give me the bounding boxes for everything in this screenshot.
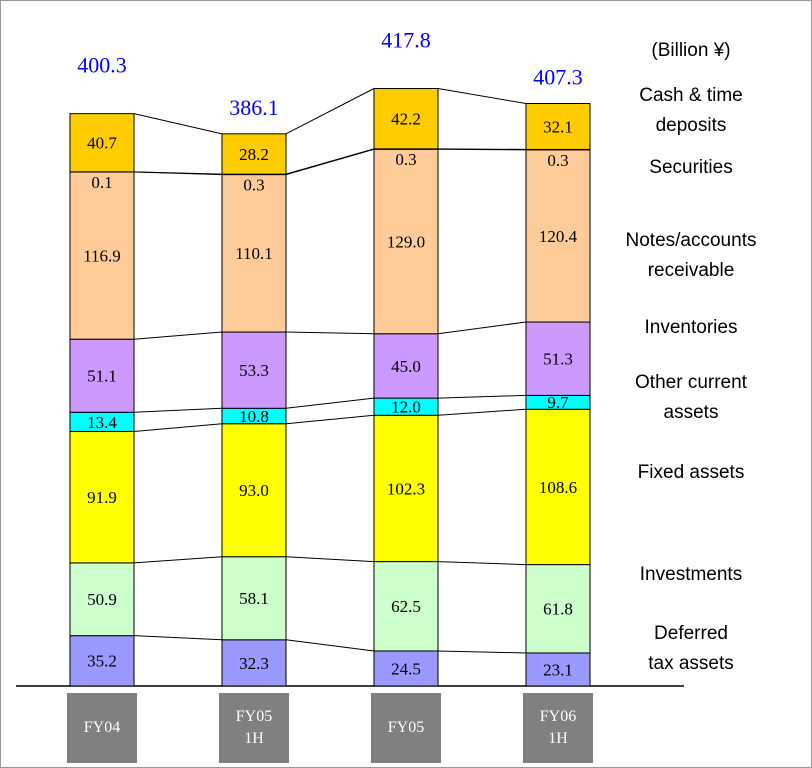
connector bbox=[133, 423, 223, 432]
legend-label: Investments bbox=[639, 564, 743, 585]
total-label: 417.8 bbox=[381, 28, 431, 53]
bar-segment bbox=[525, 408, 591, 566]
connector bbox=[285, 148, 375, 175]
bar-segment bbox=[69, 113, 135, 173]
value-label: 0.3 bbox=[547, 151, 568, 170]
value-label: 91.9 bbox=[87, 488, 117, 507]
value-label: 45.0 bbox=[391, 357, 421, 376]
bar-segment bbox=[525, 149, 591, 323]
value-label: 24.5 bbox=[391, 659, 421, 678]
category-label: FY05 1H bbox=[219, 693, 289, 763]
connector bbox=[437, 650, 527, 654]
bar-segment bbox=[69, 338, 135, 413]
bar-segment bbox=[221, 174, 287, 333]
connector bbox=[437, 321, 527, 335]
value-label: 129.0 bbox=[387, 232, 425, 251]
category-label: FY05 bbox=[371, 693, 441, 763]
legend-label: Other current assets bbox=[635, 372, 747, 423]
bar-segment bbox=[373, 561, 439, 652]
value-label: 50.9 bbox=[87, 590, 117, 609]
value-label: 10.8 bbox=[239, 407, 269, 426]
chart-title: (Billion ¥) bbox=[651, 40, 731, 61]
value-label: 9.7 bbox=[547, 393, 569, 412]
category-label: FY04 bbox=[67, 693, 137, 763]
value-label: 58.1 bbox=[239, 589, 269, 608]
connector bbox=[285, 397, 375, 409]
connector bbox=[437, 394, 527, 399]
value-label: 62.5 bbox=[391, 597, 421, 616]
connector bbox=[133, 635, 223, 641]
bar-segment bbox=[69, 562, 135, 637]
bar-segment bbox=[69, 430, 135, 564]
connector bbox=[437, 148, 527, 150]
bar-segment bbox=[525, 103, 591, 150]
connector bbox=[285, 88, 375, 135]
connector bbox=[285, 331, 375, 335]
connector bbox=[285, 639, 375, 652]
bar-segment bbox=[525, 652, 591, 687]
bar-segment bbox=[373, 88, 439, 150]
connector bbox=[133, 407, 223, 413]
value-label: 12.0 bbox=[391, 398, 421, 417]
legend-label: Deferred tax assets bbox=[648, 623, 734, 674]
bar-segment bbox=[221, 423, 287, 558]
value-label: 0.3 bbox=[243, 175, 264, 194]
value-label: 51.3 bbox=[543, 350, 573, 369]
bar-segment bbox=[373, 650, 439, 687]
value-label: 42.2 bbox=[391, 110, 421, 129]
bar-segment bbox=[221, 639, 287, 687]
connector bbox=[437, 408, 527, 416]
legend-label: Inventories bbox=[644, 317, 738, 338]
value-label: 108.6 bbox=[539, 478, 577, 497]
value-label: 110.1 bbox=[235, 244, 273, 263]
total-label: 407.3 bbox=[533, 65, 583, 90]
connector bbox=[133, 556, 223, 564]
connector bbox=[437, 561, 527, 566]
connector bbox=[437, 88, 527, 105]
value-label: 23.1 bbox=[543, 660, 573, 679]
bar-segment bbox=[221, 556, 287, 641]
total-label: 400.3 bbox=[77, 53, 127, 78]
value-label: 61.8 bbox=[543, 600, 573, 619]
value-label: 120.4 bbox=[539, 227, 578, 246]
bar-segment bbox=[373, 148, 439, 335]
value-label: 0.3 bbox=[395, 150, 416, 169]
bar-segment bbox=[221, 133, 287, 175]
legend-label: Notes/accounts receivable bbox=[625, 230, 757, 281]
value-label: 32.3 bbox=[239, 654, 269, 673]
value-label: 53.3 bbox=[239, 361, 269, 380]
connector bbox=[285, 556, 375, 563]
value-label: 0.1 bbox=[91, 173, 112, 192]
value-label: 28.2 bbox=[239, 145, 269, 164]
bar-segment bbox=[373, 414, 439, 563]
value-label: 32.1 bbox=[543, 117, 573, 136]
connector bbox=[133, 331, 223, 340]
bar-segment bbox=[69, 635, 135, 687]
legend-label: Securities bbox=[649, 157, 733, 178]
connector bbox=[133, 113, 223, 135]
value-label: 51.1 bbox=[87, 367, 117, 386]
legend-label: Cash & time deposits bbox=[639, 85, 743, 136]
value-label: 13.4 bbox=[87, 413, 117, 432]
bar-segment bbox=[373, 333, 439, 399]
connector bbox=[285, 414, 375, 425]
value-label: 102.3 bbox=[387, 479, 425, 498]
value-label: 40.7 bbox=[87, 134, 117, 153]
value-label: 93.0 bbox=[239, 481, 269, 500]
value-label: 35.2 bbox=[87, 652, 117, 671]
total-label: 386.1 bbox=[229, 95, 279, 120]
legend-label: Fixed assets bbox=[637, 462, 745, 483]
bar-segment bbox=[525, 564, 591, 654]
category-label: FY06 1H bbox=[523, 693, 593, 763]
value-label: 116.9 bbox=[83, 247, 121, 266]
connector bbox=[133, 171, 223, 175]
